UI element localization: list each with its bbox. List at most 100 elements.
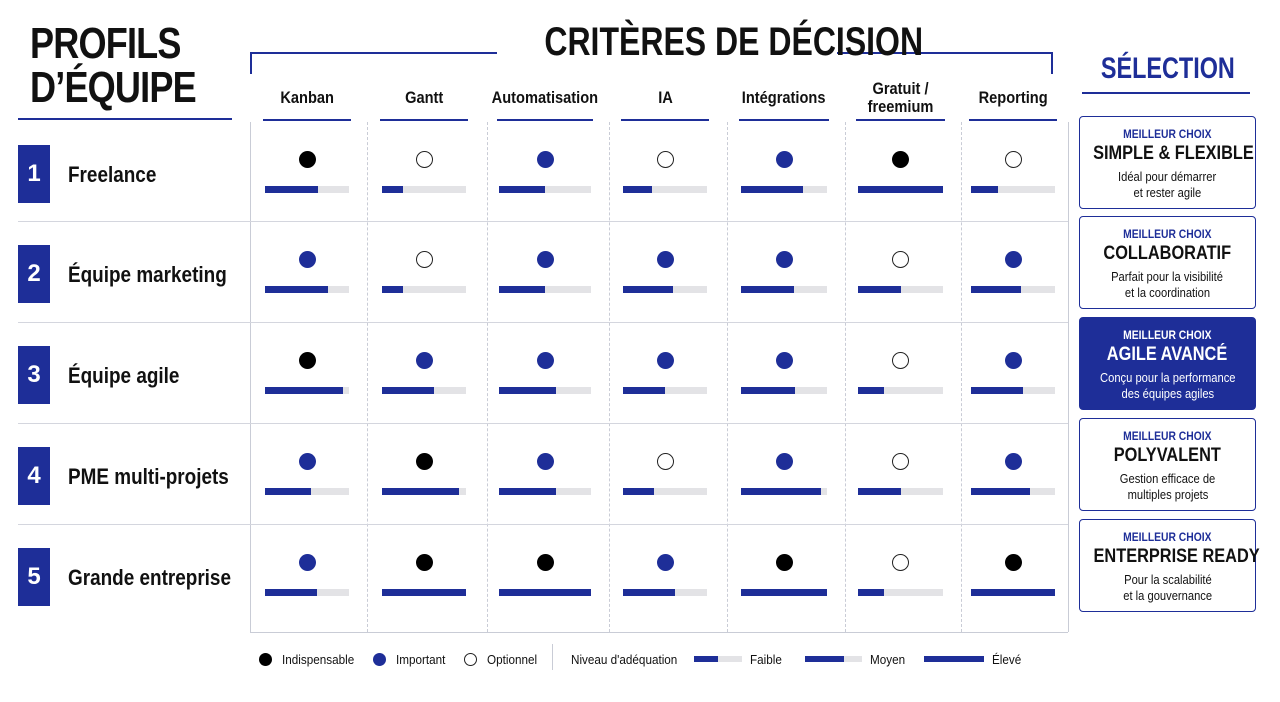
- important-dot-icon: [298, 250, 316, 268]
- selection-description: Conçu pour la performance des équipes agi…: [1080, 370, 1255, 402]
- hollow-dot-icon: [464, 653, 477, 666]
- profils-title-line1: PROFILS: [30, 19, 181, 68]
- criteres-title: CRITÈRES DE DÉCISION: [497, 20, 923, 64]
- grid-bottom-line: [250, 632, 1068, 633]
- fit-bar-fill: [382, 589, 466, 596]
- legend-optionnel-label: Optionnel: [487, 652, 538, 667]
- fit-bar: [382, 488, 466, 495]
- legend-eleve: Élevé: [992, 652, 1025, 667]
- important-dot-icon: [775, 250, 793, 268]
- fit-bar-fill: [382, 387, 434, 394]
- legend-optionnel: Optionnel: [464, 652, 543, 667]
- grid-column-divider: [727, 122, 728, 632]
- important-dot-icon: [775, 150, 793, 168]
- fit-bar-fill: [265, 286, 328, 293]
- fit-bar-fill: [382, 286, 403, 293]
- selection-title-text: AGILE AVANCÉ: [1107, 344, 1228, 365]
- filled-blue-dot-icon: [373, 653, 386, 666]
- fit-bar-fill: [265, 186, 318, 193]
- fit-bar-fill: [382, 186, 403, 193]
- row-divider: [18, 322, 1068, 323]
- selection-kicker: MEILLEUR CHOIX: [1080, 328, 1255, 342]
- important-dot-icon: [1004, 351, 1022, 369]
- indispensable-dot-icon: [298, 150, 316, 168]
- important-dot-icon: [1004, 250, 1022, 268]
- column-header-label: Gratuit / freemium: [867, 79, 934, 116]
- legend-faible-label: Faible: [750, 652, 782, 667]
- profile-label: Équipe agile: [68, 363, 198, 389]
- profile-label-text: Équipe marketing: [68, 262, 227, 287]
- grid-column-divider: [367, 122, 368, 632]
- selection-desc-line1: Parfait pour la visibilité: [1111, 269, 1224, 284]
- indispensable-dot-icon: [415, 553, 433, 571]
- fit-bar: [499, 589, 591, 596]
- column-header-label: Gantt: [404, 88, 444, 107]
- important-dot-icon: [536, 351, 554, 369]
- selection-kicker: MEILLEUR CHOIX: [1080, 227, 1255, 241]
- profile-label: Freelance: [68, 162, 171, 188]
- indispensable-dot-icon: [1004, 553, 1022, 571]
- column-header-4: Intégrations: [739, 78, 829, 118]
- fit-bar: [499, 186, 591, 193]
- important-dot-icon: [536, 250, 554, 268]
- selection-card-3: MEILLEUR CHOIX AGILE AVANCÉ Conçu pour la …: [1079, 317, 1256, 410]
- fit-bar-fill: [741, 387, 795, 394]
- grid-column-divider: [487, 122, 488, 632]
- profile-label: PME multi-projets: [68, 464, 255, 490]
- criteres-title-text: CRITÈRES DE DÉCISION: [544, 20, 924, 64]
- column-header-5: Gratuit / freemium: [856, 78, 945, 118]
- fit-bar: [741, 589, 827, 596]
- grid-column-divider: [845, 122, 846, 632]
- optionnel-dot-icon: [656, 452, 674, 470]
- selection-desc-line2: multiples projets: [1127, 487, 1208, 502]
- row-number-badge: 3: [18, 346, 50, 404]
- grid-column-divider: [609, 122, 610, 632]
- legend-indispensable: Indispensable: [259, 652, 362, 667]
- column-header-rule: [739, 119, 829, 121]
- legend-indispensable-label: Indispensable: [282, 652, 355, 667]
- selection-description: Gestion efficace de multiples projets: [1080, 471, 1255, 503]
- important-dot-icon: [775, 452, 793, 470]
- selection-rule: [1082, 92, 1250, 94]
- column-header-label: Reporting: [978, 88, 1048, 107]
- fit-bar-fill: [971, 186, 998, 193]
- fit-bar-fill: [499, 286, 545, 293]
- profile-label-text: Freelance: [68, 162, 157, 187]
- optionnel-dot-icon: [656, 150, 674, 168]
- fit-bar: [623, 488, 707, 495]
- optionnel-dot-icon: [415, 250, 433, 268]
- optionnel-dot-icon: [892, 351, 909, 369]
- legend-bar-eleve: [924, 656, 984, 662]
- fit-bar-fill: [499, 589, 591, 596]
- fit-bar: [971, 387, 1055, 394]
- profile-label-text: Grande entreprise: [68, 565, 231, 590]
- fit-bar-fill: [971, 589, 1055, 596]
- fit-bar: [971, 186, 1055, 193]
- important-dot-icon: [656, 250, 674, 268]
- fit-bar-fill: [858, 488, 901, 495]
- fit-bar: [382, 387, 466, 394]
- fit-bar: [971, 286, 1055, 293]
- selection-kicker-text: MEILLEUR CHOIX: [1123, 429, 1212, 443]
- indispensable-dot-icon: [892, 150, 909, 168]
- selection-desc-line2: et la gouvernance: [1123, 588, 1212, 603]
- row-divider: [18, 423, 1068, 424]
- fit-bar: [858, 589, 943, 596]
- fit-bar-fill: [741, 186, 803, 193]
- column-header-rule: [969, 119, 1057, 121]
- legend-moyen-label: Moyen: [870, 652, 906, 667]
- selection-card-1: MEILLEUR CHOIX SIMPLE & FLEXIBLE Idéal pou…: [1079, 116, 1256, 209]
- indispensable-dot-icon: [298, 351, 316, 369]
- fit-bar: [265, 488, 349, 495]
- fit-bar-fill: [499, 488, 556, 495]
- column-header-3: IA: [621, 78, 709, 118]
- column-header-label: IA: [657, 88, 673, 107]
- fit-bar: [382, 286, 466, 293]
- fit-bar-fill: [623, 589, 675, 596]
- selection-card-4: MEILLEUR CHOIX POLYVALENT Gestion efficace…: [1079, 418, 1256, 511]
- column-header-label: Automatisation: [491, 88, 599, 107]
- row-divider: [18, 524, 1068, 525]
- legend-eleve-label: Élevé: [992, 652, 1022, 667]
- row-number-badge: 5: [18, 548, 50, 606]
- fit-bar: [971, 488, 1055, 495]
